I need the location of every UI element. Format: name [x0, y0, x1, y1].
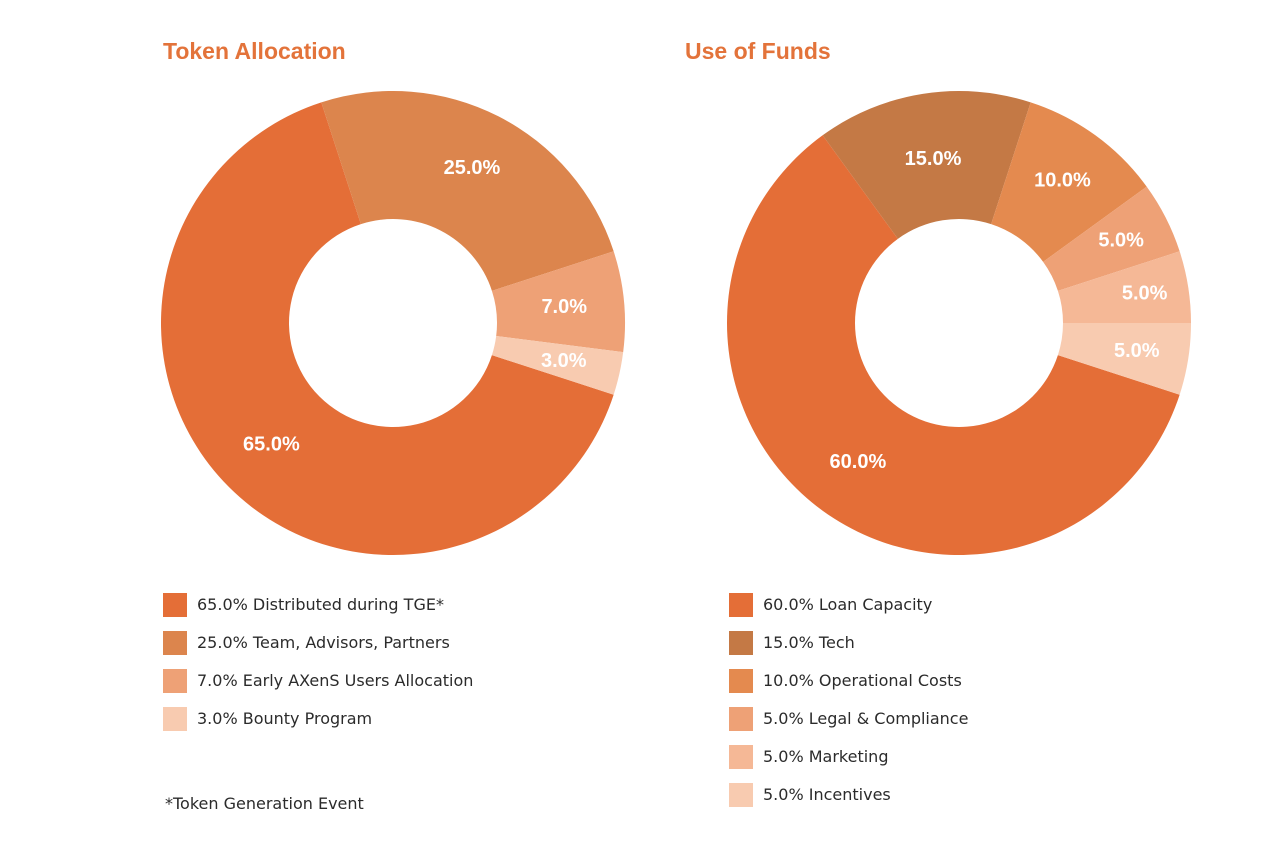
use-of-funds-slice-tech: [822, 91, 1031, 239]
legend-label: 5.0% Legal & Compliance: [763, 709, 969, 728]
use-of-funds-legend-item-operational-costs: 10.0% Operational Costs: [729, 669, 968, 707]
legend-label: 7.0% Early AXenS Users Allocation: [197, 671, 474, 690]
use-of-funds-data-label-tech: 15.0%: [905, 148, 962, 170]
legend-swatch: [163, 669, 187, 693]
token-allocation-legend-item-distributed-during-tge: 65.0% Distributed during TGE*: [163, 593, 473, 631]
use-of-funds-donut-chart: 60.0% 15.0% 10.0% 5.0% 5.0% 5.0%: [727, 91, 1191, 556]
use-of-funds-slice-marketing: [1057, 251, 1191, 323]
legend-swatch: [729, 745, 753, 769]
use-of-funds-legend-item-tech: 15.0% Tech: [729, 631, 968, 669]
legend-label: 60.0% Loan Capacity: [763, 595, 933, 614]
token-allocation-data-label-bounty-program: 3.0%: [541, 350, 587, 372]
use-of-funds-legend: 60.0% Loan Capacity 15.0% Tech 10.0% Opera…: [729, 593, 968, 821]
use-of-funds-legend-item-legal-compliance: 5.0% Legal & Compliance: [729, 707, 968, 745]
legend-swatch: [729, 783, 753, 807]
token-allocation-legend-item-bounty-program: 3.0% Bounty Program: [163, 707, 473, 745]
legend-label: 3.0% Bounty Program: [197, 709, 373, 728]
use-of-funds-data-label-loan-capacity: 60.0%: [830, 451, 887, 473]
legend-label: 65.0% Distributed during TGE*: [197, 595, 444, 614]
token-allocation-slice-team-advisors-partners: [321, 91, 614, 291]
token-allocation-legend: 65.0% Distributed during TGE* 25.0% Team,…: [163, 593, 473, 745]
legend-label: 15.0% Tech: [763, 633, 855, 652]
use-of-funds-slice-incentives: [1057, 323, 1191, 395]
legend-swatch: [163, 707, 187, 731]
use-of-funds-data-label-operational-costs: 10.0%: [1034, 170, 1091, 192]
token-allocation-data-label-team-advisors-partners: 25.0%: [444, 157, 501, 179]
use-of-funds-legend-item-loan-capacity: 60.0% Loan Capacity: [729, 593, 968, 631]
legend-label: 5.0% Marketing: [763, 747, 889, 766]
legend-swatch: [729, 707, 753, 731]
tge-footnote: *Token Generation Event: [165, 794, 364, 813]
use-of-funds-data-label-legal-compliance: 5.0%: [1098, 229, 1144, 251]
use-of-funds-legend-item-marketing: 5.0% Marketing: [729, 745, 968, 783]
use-of-funds-slice-operational-costs: [991, 102, 1147, 262]
legend-swatch: [729, 593, 753, 617]
use-of-funds-slice-legal-compliance: [1043, 186, 1180, 291]
legend-swatch: [163, 631, 187, 655]
token-allocation-data-label-early-axens-users-allocation: 7.0%: [541, 296, 587, 318]
token-allocation-title: Token Allocation: [163, 38, 346, 64]
token-allocation-slice-early-axens-users-allocation: [491, 251, 625, 353]
use-of-funds-data-label-incentives: 5.0%: [1114, 340, 1160, 362]
token-allocation-legend-item-team-advisors-partners: 25.0% Team, Advisors, Partners: [163, 631, 473, 669]
legend-label: 10.0% Operational Costs: [763, 671, 962, 690]
legend-swatch: [729, 669, 753, 693]
legend-swatch: [163, 593, 187, 617]
token-allocation-legend-item-early-axens-users-allocation: 7.0% Early AXenS Users Allocation: [163, 669, 473, 707]
legend-swatch: [729, 631, 753, 655]
legend-label: 25.0% Team, Advisors, Partners: [197, 633, 450, 652]
use-of-funds-title: Use of Funds: [685, 38, 831, 64]
token-allocation-slice-distributed-during-tge: [160, 102, 614, 555]
use-of-funds-data-label-marketing: 5.0%: [1122, 283, 1168, 305]
legend-label: 5.0% Incentives: [763, 785, 891, 804]
use-of-funds-slice-loan-capacity: [727, 135, 1180, 556]
token-allocation-slice-bounty-program: [491, 336, 624, 395]
token-allocation-donut-chart: 65.0% 25.0% 7.0% 3.0%: [160, 91, 625, 555]
use-of-funds-legend-item-incentives: 5.0% Incentives: [729, 783, 968, 821]
token-allocation-data-label-distributed-during-tge: 65.0%: [243, 434, 300, 456]
